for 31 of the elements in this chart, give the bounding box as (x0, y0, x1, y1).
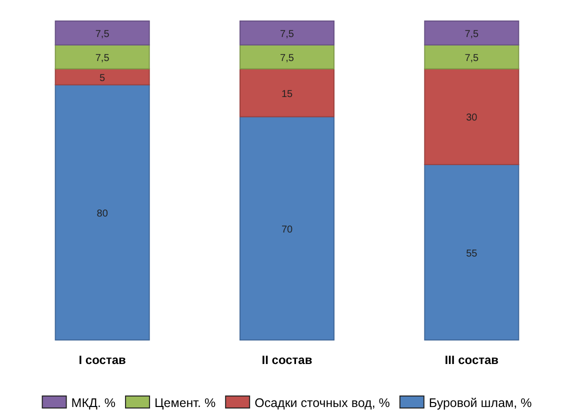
data-label: 7,5 (464, 52, 480, 64)
bar (54, 84, 150, 340)
data-label: 70 (281, 224, 293, 236)
legend-label: МКД. % (71, 396, 116, 410)
data-label: 15 (281, 88, 293, 100)
bar (54, 20, 150, 46)
x-tick-label: II состав (262, 353, 312, 367)
data-label: 5 (100, 72, 106, 84)
bar (54, 68, 150, 86)
bar (424, 20, 520, 46)
legend-label: Буровой шлам, % (428, 396, 532, 410)
bar (240, 44, 334, 70)
legend-label: Осадки сточных вод, % (254, 396, 390, 410)
data-label: 30 (466, 112, 478, 124)
x-tick-label: I состав (78, 353, 126, 367)
bar (424, 164, 520, 340)
data-label: 55 (466, 248, 478, 260)
bar (424, 68, 520, 166)
data-label: 7,5 (95, 52, 110, 64)
bar (424, 44, 520, 70)
data-label: 80 (96, 208, 108, 220)
data-label: 7,5 (280, 52, 294, 64)
data-label: 7,5 (464, 28, 480, 40)
bar (240, 116, 334, 340)
data-label: 7,5 (95, 28, 110, 40)
x-tick-label: III состав (444, 353, 499, 367)
data-label: 7,5 (280, 28, 294, 40)
bar (240, 20, 334, 46)
bar (54, 44, 150, 70)
legend-label: Цемент. % (154, 396, 216, 410)
bar (240, 68, 334, 118)
